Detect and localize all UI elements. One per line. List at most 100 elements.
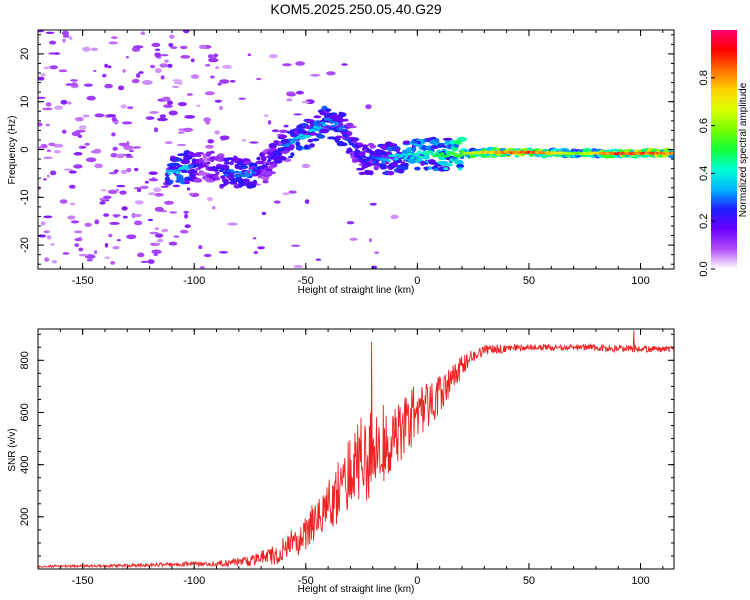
spectral-core (400, 153, 406, 157)
figure-title: KOM5.2025.250.05.40.G29 (270, 1, 441, 17)
noise-speckle (182, 127, 194, 132)
noise-speckle (120, 169, 127, 175)
spectral-core (231, 171, 236, 175)
noise-speckle (115, 188, 120, 192)
spectral-core (334, 122, 340, 126)
noise-speckle (217, 82, 222, 86)
noise-speckle (269, 54, 278, 59)
noise-speckle (49, 40, 57, 45)
spectral-blob (395, 148, 400, 153)
spectral-core (417, 150, 422, 154)
noise-speckle (186, 93, 193, 96)
spectral-blob (350, 137, 360, 142)
noise-speckle (73, 230, 83, 234)
noise-speckle (104, 256, 111, 259)
spectral-core (275, 150, 281, 154)
noise-speckle (84, 222, 92, 227)
spectral-blob (214, 177, 220, 181)
noise-speckle (71, 131, 81, 137)
noise-speckle (127, 106, 134, 110)
spectral-blob (307, 138, 313, 143)
noise-speckle (169, 34, 175, 39)
noise-speckle (118, 85, 125, 91)
noise-speckle (286, 98, 293, 102)
noise-speckle (172, 79, 183, 82)
spectral-core (361, 155, 367, 159)
spectral-core (670, 152, 674, 155)
colorbar: 0.0 0.2 0.4 0.6 0.8 Normalized spectral ampl… (698, 30, 749, 277)
spectral-core (263, 165, 268, 168)
spectral-blob (335, 135, 343, 139)
noise-speckle (120, 104, 127, 109)
noise-speckle (253, 250, 259, 255)
noise-speckle (169, 211, 178, 214)
spectrogram-y-tick-label: -20 (19, 237, 31, 253)
noise-speckle (54, 105, 64, 110)
noise-speckle (186, 187, 191, 191)
noise-speckle (104, 63, 109, 68)
spectral-blob (345, 122, 354, 128)
noise-speckle (108, 233, 113, 238)
noise-speckle (209, 75, 215, 79)
spectral-blob (176, 176, 184, 181)
noise-speckle (138, 71, 144, 74)
noise-speckle (61, 129, 67, 134)
spectral-core (223, 173, 229, 177)
spectral-blob (313, 115, 322, 119)
noise-speckle (199, 265, 205, 269)
spectral-core (165, 169, 170, 173)
noise-speckle (199, 44, 207, 50)
spectral-core (381, 160, 386, 164)
spectral-blob (357, 142, 363, 146)
noise-speckle (108, 41, 118, 45)
noise-speckle (168, 110, 178, 116)
spectral-core (249, 169, 254, 172)
snr-x-tick-label: 100 (631, 575, 649, 587)
spectral-blob (252, 179, 258, 186)
spectral-blob (255, 160, 266, 165)
noise-speckle (51, 260, 58, 264)
noise-speckle (291, 244, 301, 247)
noise-speckle (82, 114, 90, 118)
noise-speckle (134, 200, 144, 205)
noise-speckle (273, 200, 281, 204)
noise-speckle (67, 101, 72, 105)
spectral-core (246, 173, 253, 177)
noise-speckle (154, 206, 164, 212)
noise-speckle (113, 169, 119, 173)
spectral-core (253, 171, 257, 175)
spectral-core (402, 157, 408, 160)
noise-speckle (122, 215, 128, 219)
noise-speckle (121, 121, 133, 125)
noise-speckle (177, 131, 185, 134)
snr-marks (38, 330, 674, 569)
noise-speckle (61, 30, 69, 36)
spectral-blob (174, 157, 183, 162)
noise-speckle (111, 132, 116, 137)
noise-speckle (204, 91, 215, 96)
noise-speckle (99, 201, 106, 205)
spectral-blob (279, 134, 288, 139)
snr-x-tick-label: 0 (414, 575, 420, 587)
noise-speckle (119, 190, 127, 195)
spectrogram-x-axis: -150 -100 -50 0 50 100 (37, 30, 664, 287)
noise-speckle (46, 235, 52, 240)
noise-speckle (153, 242, 158, 246)
noise-speckle (160, 54, 169, 57)
noise-speckle (213, 53, 219, 58)
spectral-core (321, 123, 328, 127)
spectral-blob (319, 128, 330, 134)
noise-speckle (190, 74, 200, 79)
noise-speckle (168, 241, 178, 246)
noise-speckle (105, 114, 117, 118)
spectral-blob (398, 168, 405, 174)
spectrogram-x-tick-label: -100 (183, 275, 205, 287)
spectral-blob (414, 166, 421, 171)
noise-speckle (154, 227, 160, 231)
noise-speckle (208, 58, 219, 63)
snr-panel: -150 -100 -50 0 50 100 200 400 600 800 Height of… (7, 328, 675, 595)
noise-speckle (43, 230, 50, 234)
spectral-blob (193, 178, 203, 183)
noise-speckle (161, 96, 171, 102)
